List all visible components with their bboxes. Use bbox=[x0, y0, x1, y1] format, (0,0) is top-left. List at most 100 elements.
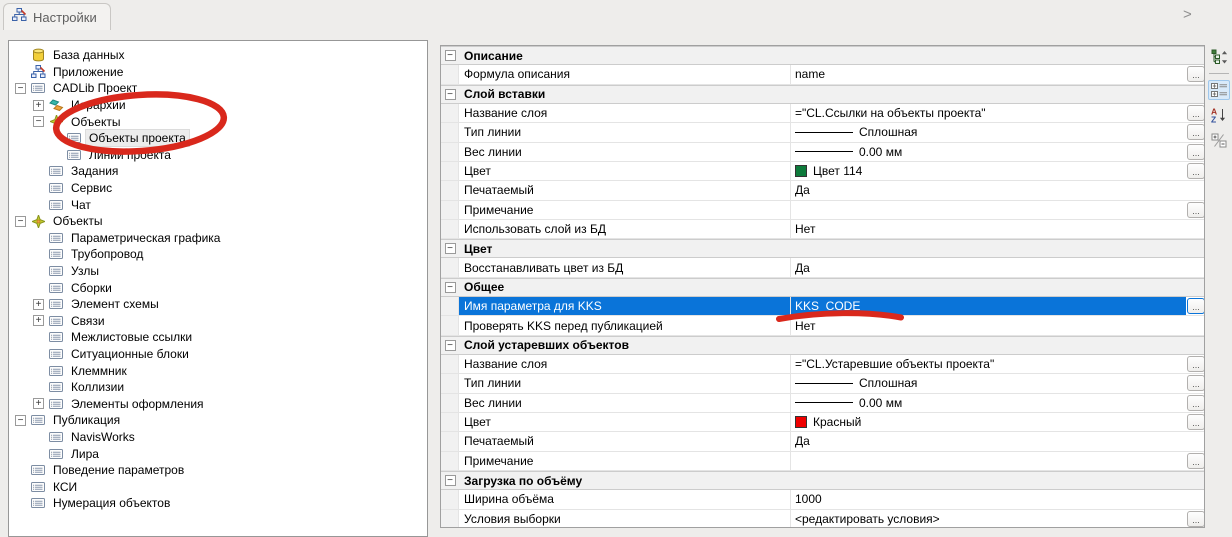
property-value[interactable]: Сплошная bbox=[791, 123, 1186, 141]
tree-item[interactable]: Коллизии bbox=[9, 379, 427, 396]
hierarchy-sort-icon[interactable] bbox=[1208, 47, 1230, 67]
grid-property-row[interactable]: Вес линии 0.00 мм... bbox=[441, 142, 1204, 162]
property-value[interactable]: ="CL.Устаревшие объекты проекта" bbox=[791, 355, 1186, 373]
ellipsis-button[interactable]: ... bbox=[1187, 201, 1204, 218]
property-value[interactable]: Да bbox=[791, 258, 1186, 276]
tree-expand-box[interactable]: + bbox=[33, 99, 44, 111]
section-collapse-box[interactable]: − bbox=[444, 50, 456, 62]
tree-item[interactable]: Клеммник bbox=[9, 362, 427, 379]
grid-property-row[interactable]: Печатаемый Да bbox=[441, 181, 1204, 201]
property-value[interactable]: 0.00 мм bbox=[791, 394, 1186, 412]
tree-item[interactable]: − Объекты bbox=[9, 113, 427, 130]
tree-item[interactable]: Сервис bbox=[9, 180, 427, 197]
ellipsis-button[interactable]: ... bbox=[1187, 452, 1204, 469]
categorized-view-icon[interactable] bbox=[1208, 80, 1230, 100]
property-value[interactable]: ="CL.Ссылки на объекты проекта" bbox=[791, 104, 1186, 122]
ellipsis-button[interactable]: ... bbox=[1187, 66, 1204, 83]
tree-item[interactable]: Лира bbox=[9, 445, 427, 462]
tree-item[interactable]: Сборки bbox=[9, 279, 427, 296]
property-value[interactable]: Да bbox=[791, 432, 1186, 450]
grid-property-row[interactable]: Печатаемый Да bbox=[441, 432, 1204, 452]
property-value[interactable]: Нет bbox=[791, 220, 1186, 238]
tree-item[interactable]: Линии проекта bbox=[9, 147, 427, 164]
tree-item[interactable]: + Иерархии bbox=[9, 97, 427, 114]
grid-property-row[interactable]: Условия выборки <редактировать условия>..… bbox=[441, 509, 1204, 528]
ellipsis-button[interactable]: ... bbox=[1187, 356, 1204, 373]
tree-item[interactable]: + Связи bbox=[9, 313, 427, 330]
tree-item[interactable]: Нумерация объектов bbox=[9, 495, 427, 512]
tree-item[interactable]: Межлистовые ссылки bbox=[9, 329, 427, 346]
property-value[interactable] bbox=[791, 201, 1186, 219]
property-value[interactable]: Сплошная bbox=[791, 374, 1186, 392]
property-value[interactable]: Да bbox=[791, 181, 1186, 199]
grid-margin-cell bbox=[441, 65, 459, 84]
ellipsis-button[interactable]: ... bbox=[1187, 414, 1204, 431]
property-value[interactable]: name bbox=[791, 65, 1186, 83]
grid-property-row[interactable]: Цвет Красный... bbox=[441, 412, 1204, 433]
grid-property-row[interactable]: Вес линии 0.00 мм... bbox=[441, 393, 1204, 413]
ellipsis-button[interactable]: ... bbox=[1187, 124, 1204, 141]
grid-property-row[interactable]: Цвет Цвет 114... bbox=[441, 161, 1204, 182]
ellipsis-button[interactable]: ... bbox=[1187, 105, 1204, 122]
tree-item[interactable]: − CADLib Проект bbox=[9, 80, 427, 97]
property-value[interactable]: Нет bbox=[791, 316, 1186, 334]
tree-item[interactable]: + Элемент схемы bbox=[9, 296, 427, 313]
grid-property-row[interactable]: Название слоя ="CL.Устаревшие объекты про… bbox=[441, 355, 1204, 375]
tree-item[interactable]: − Публикация bbox=[9, 412, 427, 429]
ellipsis-button[interactable]: ... bbox=[1187, 143, 1204, 160]
tree-item[interactable]: Параметрическая графика bbox=[9, 230, 427, 247]
tree-collapse-box[interactable]: − bbox=[33, 116, 44, 128]
ellipsis-button[interactable]: ... bbox=[1187, 394, 1204, 411]
grid-property-row[interactable]: Формула описания name... bbox=[441, 65, 1204, 85]
section-collapse-box[interactable]: − bbox=[444, 281, 456, 293]
tree-item[interactable]: − Объекты bbox=[9, 213, 427, 230]
alphabetical-sort-icon[interactable]: A Z bbox=[1208, 105, 1230, 125]
ellipsis-button[interactable]: ... bbox=[1187, 163, 1204, 180]
property-value[interactable] bbox=[791, 452, 1186, 470]
grid-property-row[interactable]: Проверять KKS перед публикацией Нет bbox=[441, 316, 1204, 336]
grid-property-row[interactable]: Восстанавливать цвет из БД Да bbox=[441, 258, 1204, 278]
grid-property-row[interactable]: Примечание... bbox=[441, 451, 1204, 471]
grid-property-row[interactable]: Примечание... bbox=[441, 200, 1204, 220]
grid-property-row[interactable]: Имя параметра для KKS KKS_CODE... bbox=[441, 297, 1204, 317]
tree-item[interactable]: Ситуационные блоки bbox=[9, 346, 427, 363]
ellipsis-button[interactable]: ... bbox=[1187, 298, 1204, 315]
tree-item[interactable]: NavisWorks bbox=[9, 429, 427, 446]
section-collapse-box[interactable]: − bbox=[444, 475, 456, 487]
expand-collapse-icon[interactable] bbox=[1208, 130, 1230, 150]
tree-collapse-box[interactable]: − bbox=[15, 414, 26, 426]
tree-collapse-box[interactable]: − bbox=[15, 215, 26, 227]
tree-item[interactable]: КСИ bbox=[9, 478, 427, 495]
section-collapse-box[interactable]: − bbox=[444, 339, 456, 351]
grid-property-row[interactable]: Название слоя ="CL.Ссылки на объекты прое… bbox=[441, 103, 1204, 124]
tree-item[interactable]: Трубопровод bbox=[9, 246, 427, 263]
grid-property-row[interactable]: Тип линии Сплошная... bbox=[441, 374, 1204, 394]
tree-item[interactable]: Узлы bbox=[9, 263, 427, 280]
tree-item[interactable]: Задания bbox=[9, 163, 427, 180]
property-value[interactable]: 0.00 мм bbox=[791, 143, 1186, 161]
section-collapse-box[interactable]: − bbox=[444, 243, 456, 255]
grid-property-row[interactable]: Использовать слой из БД Нет bbox=[441, 219, 1204, 240]
grid-property-row[interactable]: Ширина объёма 1000 bbox=[441, 490, 1204, 510]
property-value[interactable]: Цвет 114 bbox=[791, 162, 1186, 180]
tree-item[interactable]: Объекты проекта bbox=[9, 129, 427, 148]
tree-item[interactable]: + Элементы оформления bbox=[9, 395, 427, 412]
tree-item[interactable]: База данных bbox=[9, 47, 427, 64]
property-value[interactable]: 1000 bbox=[791, 490, 1186, 508]
grid-property-row[interactable]: Тип линии Сплошная... bbox=[441, 123, 1204, 143]
tree-item[interactable]: Чат bbox=[9, 196, 427, 213]
tree-expand-box[interactable]: + bbox=[33, 298, 44, 310]
ellipsis-button[interactable]: ... bbox=[1187, 375, 1204, 392]
tree-expand-box[interactable]: + bbox=[33, 315, 44, 327]
settings-tab[interactable]: Настройки bbox=[3, 3, 111, 30]
tree-collapse-box[interactable]: − bbox=[15, 82, 26, 94]
section-collapse-box[interactable]: − bbox=[444, 88, 456, 100]
tree-item[interactable]: Приложение bbox=[9, 64, 427, 81]
tab-overflow-chevron-icon[interactable]: > bbox=[1183, 6, 1192, 23]
property-value[interactable]: KKS_CODE bbox=[791, 297, 1186, 316]
property-value[interactable]: <редактировать условия> bbox=[791, 510, 1186, 528]
ellipsis-button[interactable]: ... bbox=[1187, 510, 1204, 527]
tree-item[interactable]: Поведение параметров bbox=[9, 462, 427, 479]
property-value[interactable]: Красный bbox=[791, 413, 1186, 431]
tree-expand-box[interactable]: + bbox=[33, 398, 44, 410]
